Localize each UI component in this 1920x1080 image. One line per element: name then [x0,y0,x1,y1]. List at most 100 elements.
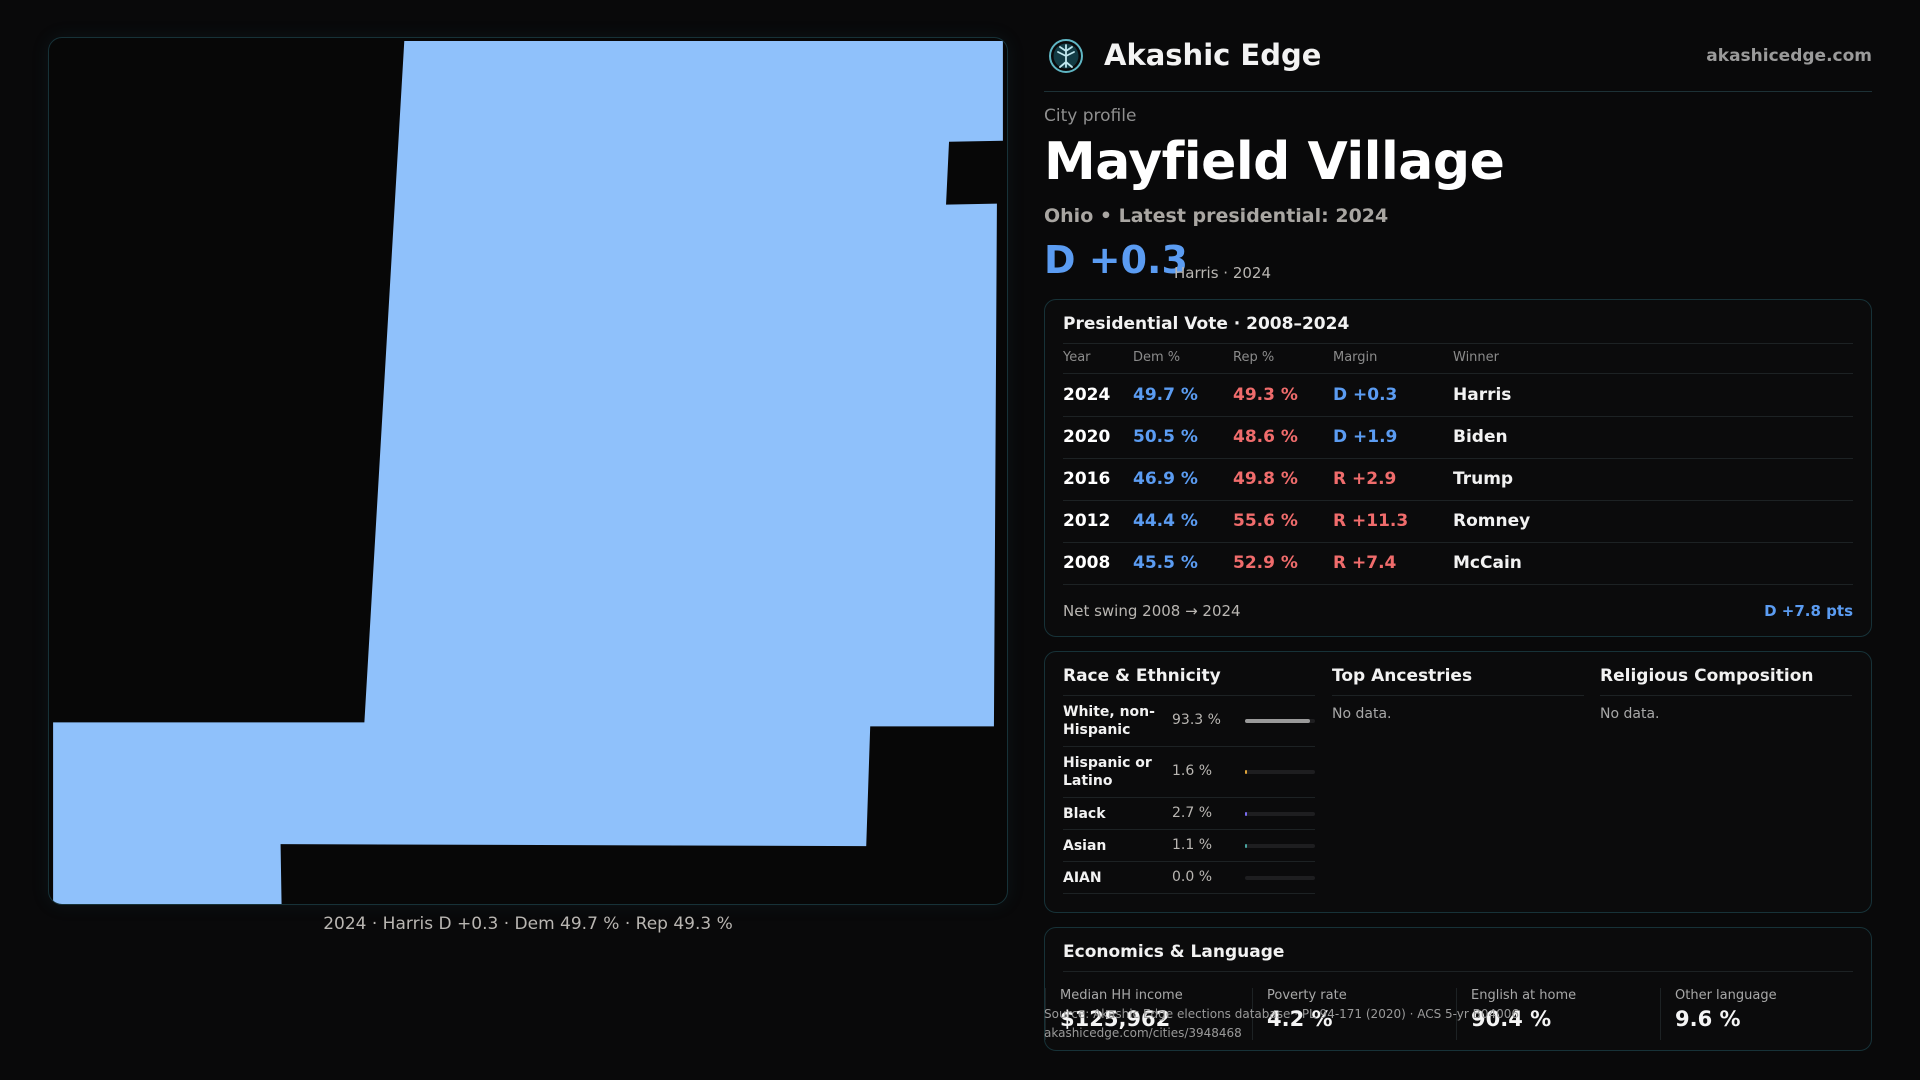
table-row: 2016 46.9 % 49.8 % R +2.9 Trump [1063,459,1853,501]
column-header-dem: Dem % [1133,350,1181,365]
race-bar-fill [1245,844,1247,848]
net-swing-value: D +7.8 pts [1764,602,1853,620]
stat-other-language: Other language 9.6 % [1660,988,1864,1040]
race-bar-fill [1245,719,1311,723]
cell-year: 2016 [1063,469,1111,489]
empty-state: No data. [1600,706,1660,722]
race-bar-fill [1245,812,1247,816]
table-header: Year Dem % Rep % Margin Winner [1063,350,1853,374]
race-label: AIAN [1063,870,1102,886]
race-label: Asian [1063,838,1107,854]
presidential-vote-card: Presidential Vote · 2008–2024 Year Dem %… [1044,299,1872,637]
page-title: Mayfield Village [1044,132,1505,192]
stat-value: $125,962 [1060,1007,1171,1031]
table-row: 2008 45.5 % 52.9 % R +7.4 McCain [1063,543,1853,585]
cell-margin: D +0.3 [1333,385,1398,405]
cell-dem: 45.5 % [1133,553,1198,573]
race-row: AIAN 0.0 % [1063,862,1315,894]
site-url-link[interactable]: akashicedge.com [1706,46,1872,66]
state-subtitle: Ohio • Latest presidential: 2024 [1044,205,1389,227]
economics-language-card: Economics & Language Median HH income $1… [1044,927,1872,1051]
tree-emblem-icon [1049,39,1083,73]
race-label: Black [1063,806,1106,822]
column-header-rep: Rep % [1233,350,1275,365]
stat-label: Poverty rate [1267,988,1347,1003]
race-bar-track [1245,719,1315,723]
source-text: Source: Akashic Edge elections database … [1044,1007,1520,1021]
cell-dem: 50.5 % [1133,427,1198,447]
cell-year: 2024 [1063,385,1111,405]
stat-label: Other language [1675,988,1777,1003]
column-header-winner: Winner [1453,350,1500,365]
cell-rep: 48.6 % [1233,427,1298,447]
column-header-year: Year [1063,350,1091,365]
cell-rep: 49.8 % [1233,469,1298,489]
cell-winner: Romney [1453,511,1531,531]
city-boundary-map [53,40,1003,904]
race-bar-track [1245,876,1315,880]
demographics-card: Race & Ethnicity White, non-Hispanic 93.… [1044,651,1872,913]
table-row: 2012 44.4 % 55.6 % R +11.3 Romney [1063,501,1853,543]
cell-margin: R +11.3 [1333,511,1409,531]
table-row: 2020 50.5 % 48.6 % D +1.9 Biden [1063,417,1853,459]
race-ethnicity-section: Race & Ethnicity White, non-Hispanic 93.… [1063,666,1315,894]
divider [1063,971,1853,972]
empty-state: No data. [1332,706,1392,722]
cell-winner: Trump [1453,469,1514,489]
race-row: Black 2.7 % [1063,798,1315,830]
stat-poverty-rate: Poverty rate 4.2 % [1252,988,1456,1040]
ancestries-section: Top Ancestries No data. [1332,666,1584,722]
headline-margin: D +0.3 [1044,238,1188,282]
stat-value: 4.2 % [1267,1007,1333,1031]
race-row: Asian 1.1 % [1063,830,1315,862]
cell-year: 2008 [1063,553,1111,573]
stat-label: Median HH income [1060,988,1183,1003]
column-header-margin: Margin [1333,350,1378,365]
section-title: Race & Ethnicity [1063,666,1315,696]
cell-dem: 49.7 % [1133,385,1198,405]
race-bar-track [1245,770,1315,774]
cell-margin: D +1.9 [1333,427,1398,447]
race-row: Hispanic or Latino 1.6 % [1063,747,1315,798]
cell-year: 2012 [1063,511,1111,531]
stat-english-at-home: English at home 90.4 % [1456,988,1660,1040]
card-title: Economics & Language [1063,942,1285,962]
cell-dem: 46.9 % [1133,469,1198,489]
race-bar-track [1245,844,1315,848]
divider [1063,343,1853,344]
religion-section: Religious Composition No data. [1600,666,1852,722]
section-title: Top Ancestries [1332,666,1584,696]
table-row: 2024 49.7 % 49.3 % D +0.3 Harris [1063,375,1853,417]
stat-value: 9.6 % [1675,1007,1741,1031]
cell-winner: Biden [1453,427,1508,447]
race-pct: 2.7 % [1172,805,1213,821]
presidential-table-body: 2024 49.7 % 49.3 % D +0.3 Harris 2020 50… [1063,375,1853,585]
brand-name: Akashic Edge [1104,38,1322,72]
brand-header: Akashic Edge akashicedge.com [1044,36,1872,92]
race-pct: 1.6 % [1172,763,1213,779]
cell-rep: 52.9 % [1233,553,1298,573]
card-title: Presidential Vote · 2008–2024 [1063,314,1350,334]
page-eyebrow: City profile [1044,106,1137,126]
cell-winner: McCain [1453,553,1522,573]
race-bar-track [1245,812,1315,816]
stat-median-income: Median HH income $125,962 [1045,988,1249,1040]
source-citation: Source: Akashic Edge elections database … [1044,1005,1519,1043]
city-map[interactable] [48,37,1008,905]
cell-margin: R +7.4 [1333,553,1397,573]
stat-value: 90.4 % [1471,1007,1552,1031]
cell-winner: Harris [1453,385,1512,405]
headline-margin-note: Harris · 2024 [1174,264,1272,282]
cell-dem: 44.4 % [1133,511,1198,531]
cell-rep: 55.6 % [1233,511,1298,531]
source-url-link[interactable]: akashicedge.com/cities/3948468 [1044,1026,1242,1040]
race-pct: 93.3 % [1172,712,1221,728]
race-pct: 0.0 % [1172,869,1213,885]
cell-rep: 49.3 % [1233,385,1298,405]
map-caption: 2024 · Harris D +0.3 · Dem 49.7 % · Rep … [323,914,733,934]
race-row: White, non-Hispanic 93.3 % [1063,696,1315,747]
stat-label: English at home [1471,988,1577,1003]
race-label: White, non-Hispanic [1063,704,1155,738]
section-title: Religious Composition [1600,666,1852,696]
city-boundary-shape [53,40,1003,904]
